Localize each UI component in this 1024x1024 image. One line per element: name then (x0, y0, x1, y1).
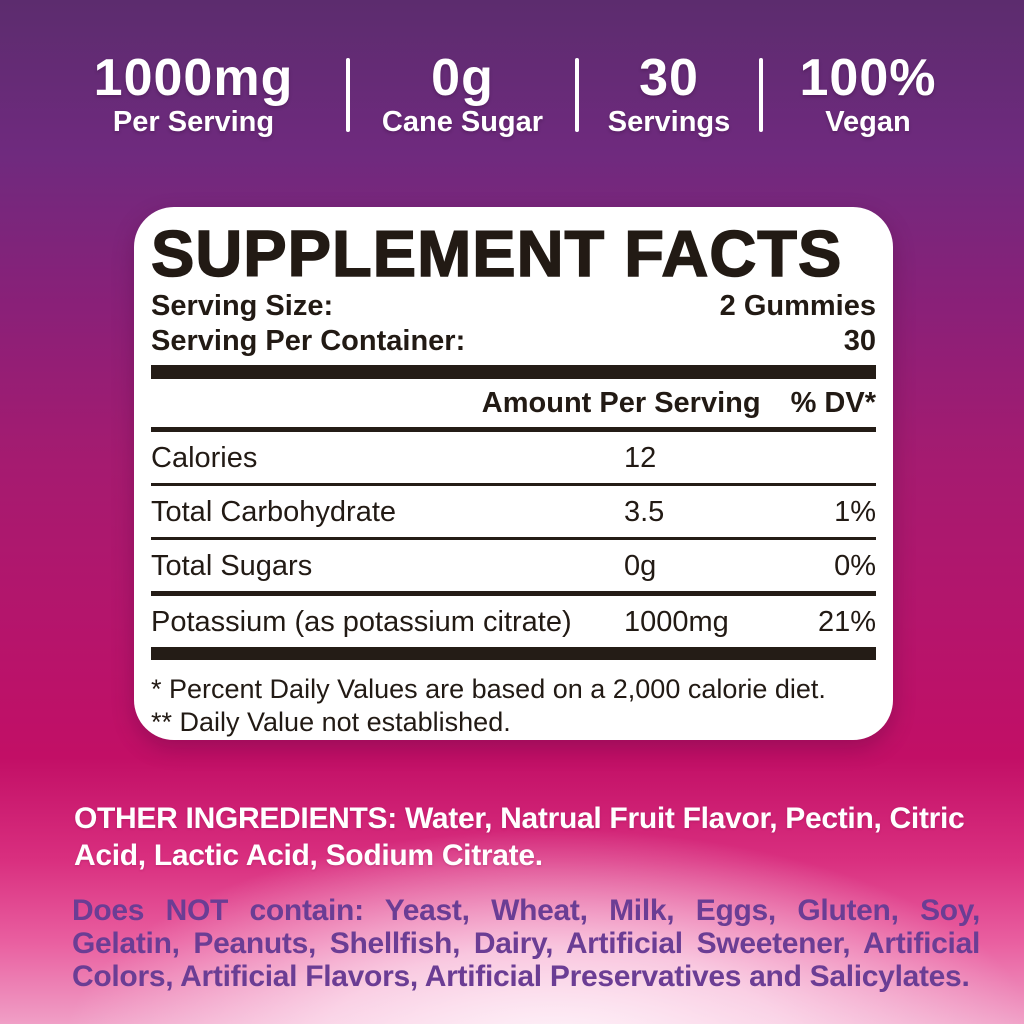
stat-vegan: 100% Vegan (763, 50, 973, 139)
percent-dv-header: % DV* (790, 387, 876, 419)
stat-value: 30 (639, 49, 699, 107)
footnotes: * Percent Daily Values are based on a 2,… (151, 673, 876, 739)
nutrient-name: Total Carbohydrate (151, 496, 397, 528)
stat-cane-sugar: 0g Cane Sugar (350, 50, 575, 139)
vertical-divider (346, 57, 350, 132)
stat-value: 0g (431, 49, 494, 107)
stat-per-serving: 1000mg Per Serving (41, 50, 346, 139)
header-rule (151, 427, 876, 432)
stat-label: Servings (607, 106, 731, 138)
servings-per-container-row: Serving Per Container: 30 (151, 324, 876, 359)
other-ingredients-heading: OTHER INGREDIENTS: (74, 802, 397, 835)
stat-label: Cane Sugar (381, 106, 544, 138)
footnote-dv-not-established: ** Daily Value not established. (151, 707, 511, 737)
nutrient-dv: 21% (817, 606, 876, 638)
other-ingredients: OTHER INGREDIENTS: Water, Natrual Fruit … (74, 800, 979, 874)
serving-size-value: 2 Gummies (719, 290, 876, 322)
nutrient-dv: 1% (834, 496, 876, 528)
nutrient-name: Calories (151, 442, 258, 474)
stat-label: Per Serving (112, 106, 275, 138)
bottom-divider-bar (151, 647, 876, 660)
stat-label: Vegan (825, 106, 911, 138)
nutrient-amount: 1000mg (624, 606, 729, 638)
table-row: Potassium (as potassium citrate) 1000mg … (151, 596, 876, 647)
supplement-facts-panel: SUPPLEMENT FACTS Serving Size: 2 Gummies… (134, 207, 893, 740)
footnote-daily-values: * Percent Daily Values are based on a 2,… (151, 674, 826, 704)
other-ingredients-text: Water, Natrual Fruit Flavor, Pectin, Cit… (74, 802, 965, 872)
does-not-contain-text: Yeast, Wheat, Milk, Eggs, Gluten, Soy, G… (72, 894, 981, 993)
table-row: Total Carbohydrate 3.5 1% (151, 486, 876, 540)
does-not-contain-heading: Does NOT contain: (72, 894, 364, 927)
panel-title: SUPPLEMENT FACTS (150, 217, 843, 290)
does-not-contain: Does NOT contain: Yeast, Wheat, Milk, Eg… (72, 894, 980, 993)
stats-header: 1000mg Per Serving 0g Cane Sugar 30 Serv… (41, 50, 981, 139)
nutrient-amount: 12 (624, 442, 657, 474)
vertical-divider (575, 57, 579, 132)
nutrient-name: Total Sugars (151, 550, 313, 582)
vertical-divider (759, 57, 763, 132)
table-row: Total Sugars 0g 0% (151, 540, 876, 596)
stat-value: 100% (799, 49, 937, 107)
serving-size-row: Serving Size: 2 Gummies (151, 289, 876, 324)
stat-servings: 30 Servings (579, 50, 759, 139)
nutrient-name: Potassium (as potassium citrate) (151, 606, 572, 638)
stat-value: 1000mg (93, 49, 294, 107)
table-row: Calories 12 (151, 432, 876, 486)
nutrient-amount: 0g (624, 550, 657, 582)
nutrient-dv: 0% (834, 550, 876, 582)
nutrient-amount: 3.5 (624, 496, 665, 528)
table-column-headers: Amount Per Serving % DV* (151, 379, 876, 427)
amount-per-serving-header: Amount Per Serving (481, 387, 761, 419)
serving-size-label: Serving Size: (151, 290, 334, 322)
thick-divider-bar (151, 365, 876, 379)
servings-per-container-value: 30 (843, 325, 876, 357)
servings-per-container-label: Serving Per Container: (151, 325, 466, 357)
